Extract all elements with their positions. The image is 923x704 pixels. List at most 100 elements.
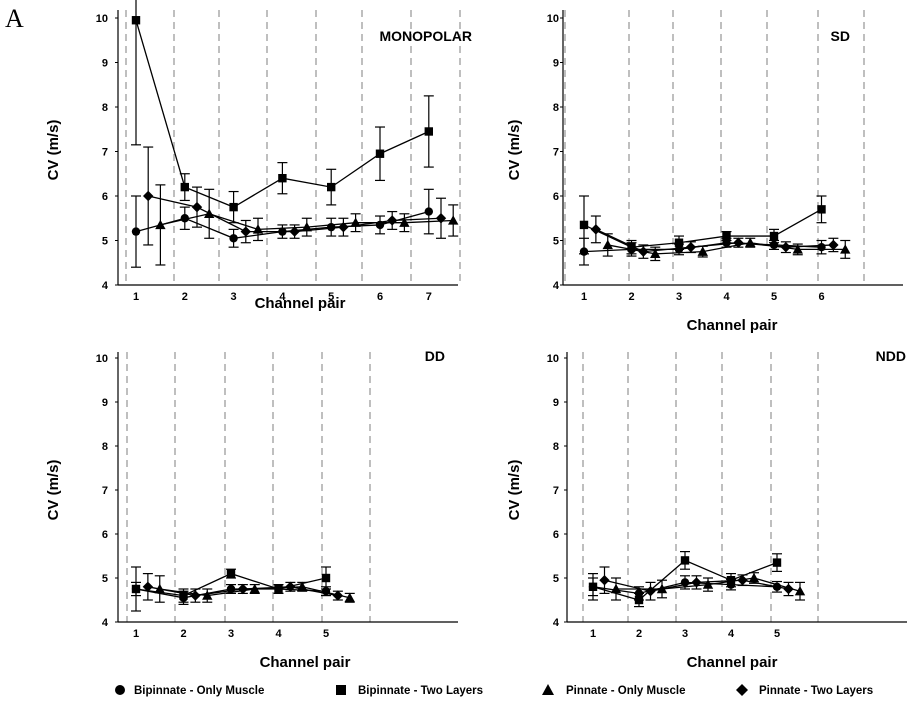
y-tick-label: 6 bbox=[553, 191, 559, 203]
data-point-square bbox=[179, 591, 188, 600]
legend-marker-circle bbox=[115, 685, 125, 695]
x-tick-label: 2 bbox=[628, 291, 634, 303]
data-point-square bbox=[327, 182, 336, 192]
data-point-square bbox=[424, 127, 433, 136]
data-point-diamond bbox=[191, 201, 203, 213]
legend-marker-square bbox=[336, 685, 346, 695]
y-tick-label: 9 bbox=[553, 397, 559, 409]
y-tick-label: 8 bbox=[553, 102, 559, 114]
chart-title: DD bbox=[425, 348, 445, 364]
data-point-diamond bbox=[289, 226, 300, 237]
data-point-triangle bbox=[745, 237, 756, 247]
y-tick-label: 10 bbox=[547, 353, 559, 365]
y-tick-label: 7 bbox=[553, 485, 559, 497]
x-tick-label: 3 bbox=[231, 291, 237, 303]
data-point-square bbox=[817, 205, 826, 214]
data-point-triangle bbox=[650, 248, 661, 259]
y-tick-label: 9 bbox=[102, 58, 108, 70]
y-tick-label: 9 bbox=[102, 397, 108, 409]
legend-label: Pinnate - Only Muscle bbox=[566, 685, 686, 697]
x-axis-label: Channel pair bbox=[260, 654, 351, 671]
series-square bbox=[131, 566, 331, 612]
data-point-square bbox=[229, 202, 238, 212]
y-tick-label: 7 bbox=[553, 147, 559, 159]
data-point-diamond bbox=[691, 577, 702, 588]
x-axis-label: Channel pair bbox=[687, 317, 778, 334]
x-tick-label: 6 bbox=[377, 291, 383, 303]
data-point-triangle bbox=[301, 221, 312, 232]
x-tick-label: 3 bbox=[676, 291, 682, 303]
data-point-square bbox=[674, 238, 684, 247]
data-point-square bbox=[627, 242, 636, 252]
data-point-triangle bbox=[610, 583, 622, 594]
y-tick-label: 7 bbox=[102, 147, 108, 159]
legend-label: Pinnate - Two Layers bbox=[759, 685, 873, 697]
data-point-triangle bbox=[792, 244, 803, 254]
x-tick-label: 2 bbox=[182, 291, 188, 303]
data-point-square bbox=[769, 231, 779, 241]
series-diamond bbox=[590, 215, 839, 259]
data-point-circle bbox=[424, 207, 433, 216]
data-point-square bbox=[278, 174, 287, 183]
data-point-triangle bbox=[697, 246, 708, 256]
data-point-diamond bbox=[387, 215, 398, 226]
legend-label: Bipinnate - Two Layers bbox=[358, 685, 483, 697]
x-tick-label: 3 bbox=[682, 628, 688, 640]
y-tick-label: 10 bbox=[96, 353, 108, 365]
series-square bbox=[131, 0, 434, 224]
data-point-square bbox=[375, 149, 385, 158]
data-point-diamond bbox=[190, 590, 201, 601]
legend-marker-diamond bbox=[736, 684, 748, 696]
chart-title: MONOPOLAR bbox=[379, 28, 472, 44]
x-tick-label: 2 bbox=[180, 628, 186, 640]
y-axis-label: CV (m/s) bbox=[45, 460, 62, 521]
data-point-triangle bbox=[602, 239, 613, 250]
x-tick-label: 6 bbox=[818, 291, 824, 303]
x-axis-label: Channel pair bbox=[687, 654, 778, 671]
x-axis-label: Channel pair bbox=[255, 295, 346, 312]
y-tick-label: 4 bbox=[102, 280, 109, 292]
legend: Bipinnate - Only Muscle Bipinnate - Two L… bbox=[115, 684, 873, 697]
data-point-diamond bbox=[733, 237, 744, 248]
y-tick-label: 5 bbox=[553, 573, 559, 585]
data-point-diamond bbox=[332, 590, 344, 601]
data-point-triangle bbox=[702, 579, 714, 589]
data-point-square bbox=[579, 220, 589, 230]
data-point-circle bbox=[817, 242, 826, 252]
data-point-square bbox=[634, 595, 644, 605]
y-tick-label: 8 bbox=[553, 441, 559, 453]
y-tick-label: 4 bbox=[553, 617, 560, 629]
x-tick-label: 2 bbox=[636, 628, 642, 640]
data-point-triangle bbox=[344, 592, 355, 602]
x-tick-label: 4 bbox=[728, 628, 735, 640]
data-point-square bbox=[226, 569, 236, 578]
x-tick-label: 7 bbox=[426, 291, 432, 303]
data-point-triangle bbox=[794, 586, 806, 596]
data-point-triangle bbox=[448, 215, 459, 225]
y-axis-label: CV (m/s) bbox=[506, 460, 523, 521]
data-point-diamond bbox=[685, 241, 697, 253]
data-point-diamond bbox=[240, 226, 251, 237]
y-tick-label: 6 bbox=[102, 529, 108, 541]
y-axis-label: CV (m/s) bbox=[506, 120, 523, 181]
x-tick-label: 5 bbox=[771, 291, 777, 303]
data-point-diamond bbox=[142, 581, 154, 592]
figure-label: A bbox=[5, 4, 24, 33]
data-point-circle bbox=[229, 234, 238, 243]
x-tick-label: 1 bbox=[133, 628, 139, 640]
chart-panel-dd: 4 5 6 7 8 9 10 1 2 3 4 5 DD Channel pair CV (m/s) bbox=[45, 348, 458, 671]
y-tick-label: 8 bbox=[102, 102, 108, 114]
data-point-diamond bbox=[285, 581, 296, 592]
x-tick-label: 1 bbox=[133, 291, 139, 303]
y-tick-label: 6 bbox=[102, 191, 108, 203]
data-point-square bbox=[131, 16, 141, 25]
x-tick-label: 1 bbox=[581, 291, 587, 303]
y-tick-label: 10 bbox=[96, 13, 108, 25]
y-tick-label: 8 bbox=[102, 441, 108, 453]
data-point-square bbox=[680, 556, 690, 565]
data-point-diamond bbox=[590, 224, 602, 235]
data-point-diamond bbox=[783, 583, 794, 595]
data-point-diamond bbox=[143, 190, 154, 202]
legend-label: Bipinnate - Only Muscle bbox=[134, 685, 264, 697]
